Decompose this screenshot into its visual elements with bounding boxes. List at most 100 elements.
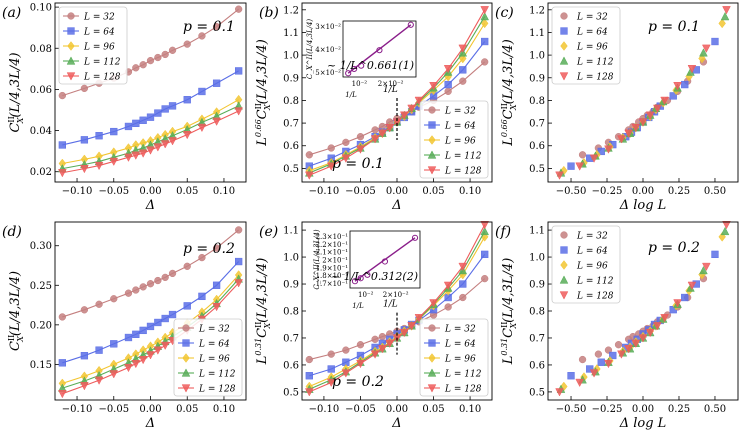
x-tick-label: 0.00: [386, 186, 408, 197]
y-tick-label: 0.7: [529, 333, 545, 344]
data-point: [385, 123, 395, 133]
y-tick-label: 0.6: [529, 360, 545, 371]
legend-label: L = 64: [444, 340, 476, 350]
legend-label: L = 128: [444, 385, 482, 395]
legend-marker: [181, 368, 191, 377]
data-point: [168, 102, 177, 110]
legend-marker: [560, 41, 568, 51]
panel-annotation: p = 0.2: [332, 374, 384, 390]
inset-x-tick-label: 2×10⁻²: [383, 291, 409, 299]
legend-label: L = 96: [83, 43, 115, 53]
y-tick-label: 0.6: [283, 141, 299, 152]
data-point: [604, 145, 613, 154]
legend-label: L = 64: [576, 28, 608, 38]
series-l64: [58, 257, 243, 367]
y-axis-label: L0.31CIIX(L/4,3L/4): [254, 258, 272, 366]
x-tick-label: −0.25: [592, 186, 623, 197]
inset-point: [351, 65, 358, 73]
data-point: [711, 250, 719, 259]
data-point: [356, 133, 365, 141]
data-point: [161, 105, 169, 113]
legend-box: [58, 6, 128, 85]
data-point: [197, 123, 207, 133]
data-point: [168, 269, 177, 278]
data-point: [378, 345, 387, 354]
data-point: [459, 280, 467, 288]
data-point: [139, 326, 147, 335]
data-point: [235, 257, 243, 266]
data-point: [459, 293, 467, 302]
legend-marker: [560, 260, 568, 270]
data-point: [132, 119, 140, 128]
data-point: [481, 274, 489, 283]
data-point: [480, 221, 490, 230]
legend-label: L = 112: [576, 277, 614, 287]
inset-x-label: 1/L: [345, 91, 357, 99]
data-point: [124, 289, 133, 297]
inset-y-label: C_X^II(L/4,3L/4): [306, 19, 314, 80]
data-point: [444, 80, 452, 89]
data-point: [481, 37, 489, 46]
data-point: [212, 117, 221, 126]
legend-label: L = 112: [576, 58, 614, 68]
series-l32: [58, 226, 243, 321]
series-l128: [555, 221, 731, 397]
y-tick-label: 1.0: [529, 253, 545, 264]
inset-fit-label: ~ 1/L^0.661(1): [327, 59, 414, 72]
legend-label: L = 64: [444, 122, 476, 132]
legend-label: L = 112: [444, 152, 482, 162]
data-point: [575, 162, 584, 171]
data-point: [124, 122, 133, 131]
data-point: [586, 365, 594, 373]
data-point: [555, 171, 564, 180]
data-point: [146, 322, 155, 331]
y-tick-label: 1.0: [283, 253, 299, 264]
y-tick-label: 0.02: [30, 167, 52, 178]
data-point: [154, 109, 162, 117]
y-tick-label: 0.30: [30, 241, 52, 252]
data-point: [327, 365, 335, 373]
data-point: [722, 221, 731, 230]
data-point: [212, 244, 221, 252]
data-point: [58, 313, 66, 321]
legend-label: L = 64: [83, 28, 115, 38]
data-point: [58, 91, 66, 100]
data-point: [304, 171, 314, 180]
x-tick-label: 0.05: [176, 186, 198, 197]
series-l64: [58, 67, 243, 149]
data-point: [385, 339, 395, 348]
data-point: [604, 359, 613, 369]
legend-marker: [559, 72, 569, 81]
y-tick-label: 0.6: [283, 360, 299, 371]
data-point: [356, 145, 365, 154]
legend-label: L = 96: [444, 355, 476, 365]
data-point: [429, 82, 438, 91]
y-tick-label: 0.6: [529, 141, 545, 152]
y-tick-label: 0.5: [529, 387, 545, 398]
data-point: [168, 310, 177, 319]
axes-frame: [301, 221, 493, 401]
panel-label: (c): [495, 5, 514, 21]
data-point: [370, 350, 380, 359]
x-tick-label: 0.00: [632, 186, 654, 197]
inset-y-tick-label: 2.1×10⁻¹: [316, 249, 349, 257]
x-tick-label: 0.25: [668, 186, 690, 197]
y-tick-label: 0.9: [529, 73, 545, 84]
data-point: [146, 146, 155, 155]
data-point: [153, 143, 163, 152]
legend-label: L = 112: [444, 370, 482, 380]
data-point: [235, 226, 243, 234]
series-l128: [58, 107, 243, 178]
data-point: [326, 162, 336, 171]
y-tick-label: 1.1: [283, 226, 299, 237]
data-point: [94, 161, 104, 171]
data-point: [718, 18, 726, 29]
inset-point: [351, 278, 359, 285]
panel-annotation: p = 0.2: [183, 241, 235, 257]
panel-annotation: p = 0.1: [648, 19, 700, 35]
data-point: [198, 87, 206, 96]
data-point: [702, 262, 711, 272]
y-axis-label: L0.66CIIX(L/4,3L/4): [254, 39, 272, 147]
legend-label: L = 64: [576, 247, 608, 257]
legend-marker: [67, 12, 75, 20]
